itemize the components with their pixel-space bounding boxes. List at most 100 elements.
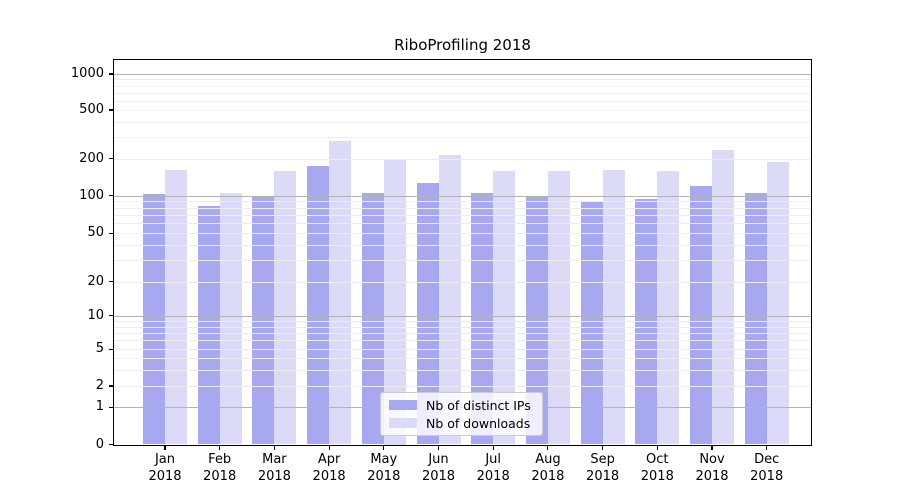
x-tick-label-feb-2018: Feb 2018	[203, 452, 237, 484]
bar-distinct-ips-may-2018	[361, 192, 384, 445]
x-tick-mark-nov-2018	[711, 445, 713, 450]
y-tick-label-50: 50	[87, 225, 104, 241]
y-tick-mark-200	[109, 157, 114, 160]
y-tick-label-500: 500	[79, 102, 104, 117]
x-tick-label-jun-2018: Jun 2018	[421, 452, 456, 484]
legend-label-distinct-ips: Nb of distinct IPs	[426, 397, 531, 413]
x-tick-mark-mar-2018	[273, 445, 275, 450]
y-tick-mark-20	[109, 281, 114, 283]
gridline-5	[114, 349, 811, 351]
bar-downloads-sep-2018	[602, 169, 625, 445]
gridline-6	[114, 340, 811, 342]
gridline-40	[114, 245, 811, 247]
y-tick-mark-10	[109, 315, 114, 317]
y-tick-mark-0	[109, 443, 114, 446]
gridline-600	[114, 100, 811, 102]
gridline-60	[114, 223, 811, 225]
y-tick-label-2: 2	[95, 378, 104, 393]
gridline-2	[114, 386, 811, 387]
bar-downloads-jun-2018	[438, 155, 461, 445]
x-tick-mark-jan-2018	[164, 445, 166, 450]
bar-distinct-ips-mar-2018	[252, 196, 275, 445]
gridline-50	[114, 233, 811, 235]
x-tick-label-nov-2018: Nov 2018	[695, 452, 729, 484]
gridline-1000	[114, 74, 811, 75]
y-tick-label-0: 0	[95, 436, 104, 452]
y-tick-label-1000: 1000	[70, 66, 104, 81]
x-tick-label-aug-2018: Aug 2018	[531, 452, 565, 484]
gridline-7	[114, 332, 811, 334]
y-tick-label-10: 10	[87, 307, 104, 323]
x-tick-mark-oct-2018	[656, 445, 658, 450]
x-tick-label-may-2018: May 2018	[367, 452, 401, 484]
gridline-8	[114, 326, 811, 328]
gridline-100	[114, 195, 811, 197]
legend-item-distinct-ips: Nb of distinct IPs	[389, 398, 534, 413]
y-tick-label-5: 5	[95, 341, 104, 357]
y-tick-label-1: 1	[95, 399, 104, 415]
bar-distinct-ips-jun-2018	[416, 182, 439, 445]
x-tick-mark-apr-2018	[328, 445, 330, 450]
gridline-500	[114, 110, 811, 111]
x-tick-mark-may-2018	[383, 445, 385, 450]
x-tick-label-apr-2018: Apr 2018	[312, 452, 346, 484]
gridline-20	[114, 281, 811, 283]
x-tick-label-jul-2018: Jul 2018	[476, 452, 510, 484]
x-tick-label-jan-2018: Jan 2018	[148, 452, 182, 484]
x-tick-mark-aug-2018	[547, 445, 549, 450]
bar-distinct-ips-sep-2018	[580, 201, 603, 445]
x-tick-label-oct-2018: Oct 2018	[640, 452, 674, 484]
legend: Nb of distinct IPs Nb of downloads	[380, 392, 543, 436]
bar-downloads-dec-2018	[766, 162, 789, 445]
chart-title: RiboProfiling 2018	[394, 36, 531, 54]
bar-distinct-ips-dec-2018	[744, 193, 767, 445]
bar-downloads-jul-2018	[493, 171, 516, 445]
bar-downloads-oct-2018	[657, 171, 680, 445]
gridline-30	[114, 260, 811, 262]
bar-distinct-ips-aug-2018	[525, 196, 548, 445]
y-tick-mark-500	[109, 109, 114, 111]
gridline-9	[114, 320, 811, 322]
gridline-3	[114, 369, 811, 371]
bar-distinct-ips-jul-2018	[471, 193, 494, 445]
gridline-900	[114, 79, 811, 81]
y-tick-mark-2	[109, 385, 114, 387]
legend-item-downloads: Nb of downloads	[389, 416, 534, 431]
bar-downloads-feb-2018	[219, 193, 242, 445]
bar-distinct-ips-nov-2018	[690, 186, 712, 445]
y-tick-label-200: 200	[79, 150, 104, 166]
bar-downloads-apr-2018	[329, 141, 352, 445]
gridline-90	[114, 201, 811, 203]
x-tick-mark-jul-2018	[492, 445, 494, 450]
gridline-200	[114, 158, 811, 160]
y-tick-label-100: 100	[79, 187, 104, 203]
gridline-400	[114, 121, 811, 123]
y-tick-mark-5	[109, 348, 114, 350]
bar-downloads-may-2018	[383, 158, 406, 445]
y-tick-label-20: 20	[87, 273, 104, 289]
x-tick-mark-dec-2018	[766, 445, 768, 450]
gridline-800	[114, 85, 811, 87]
gridline-4	[114, 358, 811, 360]
bar-downloads-mar-2018	[274, 171, 297, 445]
bar-distinct-ips-apr-2018	[307, 166, 330, 445]
x-tick-mark-feb-2018	[219, 445, 221, 450]
bar-downloads-nov-2018	[712, 149, 734, 445]
x-tick-label-mar-2018: Mar 2018	[257, 452, 291, 484]
x-tick-mark-jun-2018	[437, 445, 440, 450]
y-tick-mark-100	[109, 194, 114, 197]
gridline-80	[114, 207, 811, 209]
bar-downloads-aug-2018	[547, 171, 570, 445]
bar-downloads-jan-2018	[165, 170, 187, 445]
legend-label-downloads: Nb of downloads	[426, 415, 531, 431]
y-tick-mark-1	[109, 406, 114, 408]
y-tick-mark-50	[109, 232, 114, 234]
y-tick-mark-1000	[109, 73, 114, 75]
bar-distinct-ips-jan-2018	[143, 193, 165, 445]
x-tick-label-sep-2018: Sep 2018	[586, 452, 620, 484]
x-tick-label-dec-2018: Dec 2018	[750, 452, 784, 484]
legend-swatch-distinct-ips	[389, 400, 417, 410]
gridline-70	[114, 214, 811, 216]
gridline-10	[114, 315, 811, 317]
